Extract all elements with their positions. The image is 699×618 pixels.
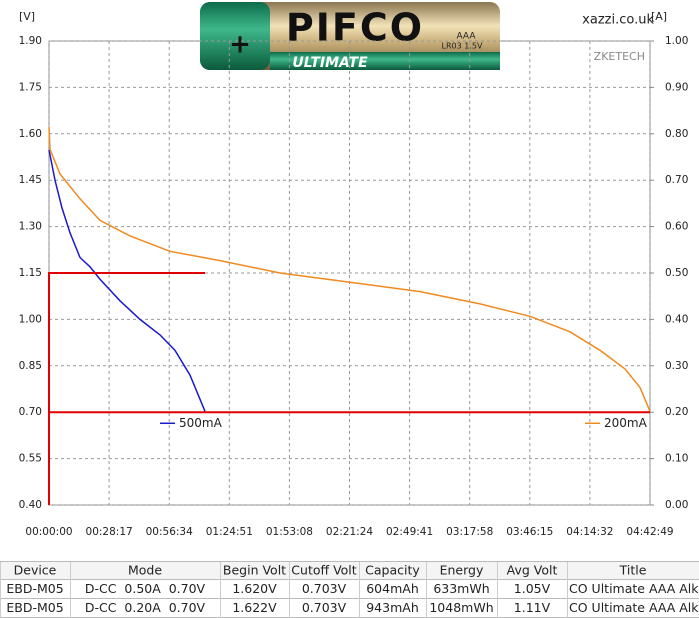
y-tick-label: 1.15 [19,267,42,279]
battery-band [270,52,500,70]
x-tick-label: 03:46:15 [506,526,553,538]
x-tick-label: 04:42:49 [626,526,673,538]
table-cell: 604mAh [366,581,419,596]
battery-image: + PIFCO ULTIMATE AAA LR03 1.5V [200,2,500,71]
table-cell: 1.05V [514,581,551,596]
table-cell: EBD-M05 [6,581,63,596]
x-tick-label: 01:53:08 [266,526,313,538]
table-cell: D-CC 0.50A 0.70V [85,581,206,596]
y2-tick-label: 1.00 [665,35,688,47]
table-header-cell: Begin Volt [223,563,286,578]
table-cell: 0.703V [302,600,347,615]
y-axis-label: [V] [19,10,35,23]
y-tick-label: 1.60 [19,128,42,140]
table-cell: 1048mWh [429,600,493,615]
table-header-cell: Cutoff Volt [291,563,356,578]
x-tick-label: 00:00:00 [25,526,72,538]
battery-brand: PIFCO [286,6,424,50]
y-tick-label: 1.30 [19,221,42,233]
y2-tick-label: 0.60 [665,221,688,233]
y-tick-label: 1.75 [19,81,42,93]
table-header-cell: Title [619,563,647,578]
table-header-cell: Mode [128,563,162,578]
battery-plus: + [229,30,251,60]
table-cell: EBD-M05 [6,600,63,615]
table-header-bg [0,562,699,580]
y2-tick-label: 0.50 [665,267,688,279]
table-header-cell: Energy [440,563,484,578]
table-cell: CO Ultimate AAA Alka [569,600,699,615]
y2-tick-label: 0.30 [665,360,688,372]
site-name: xazzi.co.uk [582,13,654,28]
x-tick-label: 04:14:32 [566,526,613,538]
x-tick-label: 02:21:24 [326,526,373,538]
series-line [48,126,651,412]
table-cell: 943mAh [366,600,419,615]
y-tick-label: 0.70 [19,406,42,418]
y2-tick-label: 0.00 [665,499,688,511]
y2-tick-label: 0.90 [665,81,688,93]
series-line [48,411,650,505]
y-tick-label: 1.00 [19,313,42,325]
table-header-cell: Capacity [365,563,420,578]
battery-line: ULTIMATE [292,55,368,71]
y2-tick-label: 0.20 [665,406,688,418]
battery-size: AAA [457,32,477,42]
battery-cap [200,2,270,70]
table-cell: 633mWh [433,581,489,596]
y2-tick-label: 0.70 [665,174,688,186]
y-tick-label: 0.55 [19,453,42,465]
series-line [48,149,206,412]
table-cell: D-CC 0.20A 0.70V [85,600,206,615]
battery-model: LR03 1.5V [442,42,483,51]
y2-tick-label: 0.10 [665,453,688,465]
x-tick-label: 02:49:41 [386,526,433,538]
y-tick-label: 0.85 [19,360,42,372]
x-tick-label: 00:56:34 [146,526,193,538]
table-header-cell: Device [14,563,57,578]
y-tick-label: 1.90 [19,35,42,47]
table-cell: 0.703V [302,581,347,596]
y2-tick-label: 0.80 [665,128,688,140]
legend-label: 200mA [604,416,648,430]
x-tick-label: 01:24:51 [206,526,253,538]
y2-axis-label: [A] [651,10,667,23]
table-cell: 1.11V [514,600,551,615]
table-cell: CO Ultimate AAA Alka [569,581,699,596]
table-cell: 1.620V [232,581,277,596]
x-tick-label: 03:17:58 [446,526,493,538]
y-tick-label: 1.45 [19,174,42,186]
legend-label: 500mA [179,416,223,430]
y2-tick-label: 0.40 [665,313,688,325]
watermark: ZKETECH [594,50,645,63]
x-tick-label: 00:28:17 [86,526,133,538]
table-header-cell: Avg Volt [507,563,558,578]
table-cell: 1.622V [232,600,277,615]
y-tick-label: 0.40 [19,499,42,511]
